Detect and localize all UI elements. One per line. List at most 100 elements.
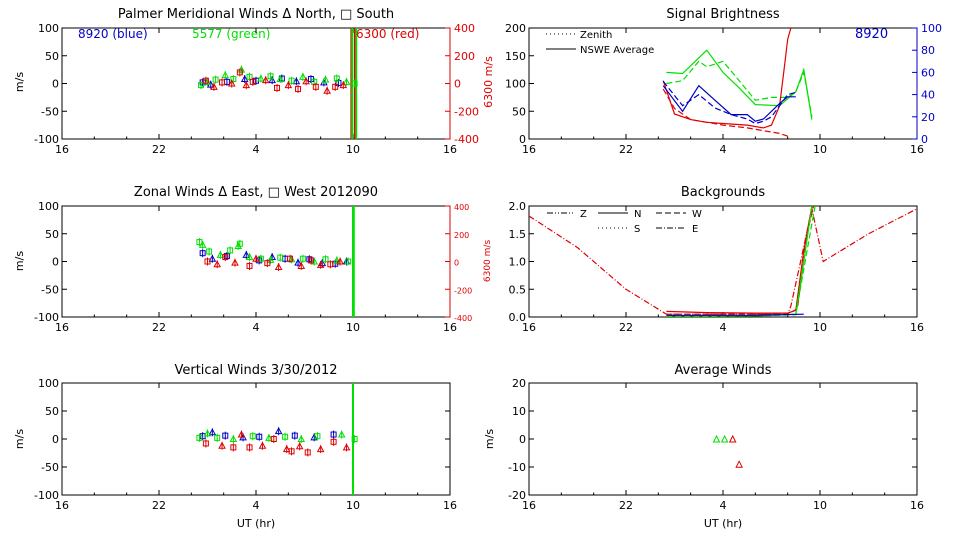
avg-marker-green <box>720 434 729 443</box>
zonal-y2tick-label: -200 <box>454 286 472 295</box>
meridional-ytick-label: 50 <box>45 50 59 63</box>
vertical-point-8920 <box>291 432 298 439</box>
meridional-xtick-label: 16 <box>443 143 457 156</box>
zonal-point-6300 <box>264 260 271 267</box>
legend-8920-blue: 8920 (blue) <box>78 27 148 41</box>
legend-w-label: W <box>692 209 702 220</box>
meridional-ytick-label: 0 <box>52 78 59 91</box>
signal-ytick-label: 150 <box>505 50 526 63</box>
zonal-point-8920 <box>294 258 302 266</box>
backgrounds-plot-area <box>529 206 917 317</box>
average-xtick-label: 10 <box>813 499 827 512</box>
zonal-xtick-label: 4 <box>253 321 260 334</box>
meridional-point-6300 <box>302 77 310 85</box>
zonal-ytick-label: 50 <box>45 228 59 241</box>
vertical-winds-panel: Vertical Winds 3/30/2012 m/s UT (hr) 16 2… <box>13 363 457 530</box>
zonal-point-6300 <box>246 262 253 269</box>
vertical-point-8920 <box>274 427 283 435</box>
zonal-xtick-label: 10 <box>346 321 360 334</box>
vertical-ytick-label: 50 <box>45 405 59 418</box>
vertical-xlabel: UT (hr) <box>237 517 275 530</box>
zonal-y2tick-label: 0 <box>454 259 459 268</box>
average-ylabel: m/s <box>483 429 496 449</box>
zonal-ytick-label: -50 <box>41 283 59 296</box>
zonal-point-8920 <box>208 254 217 262</box>
meridional-y2tick-label: -400 <box>454 133 479 146</box>
vertical-xtick-label: 22 <box>152 499 166 512</box>
zonal-point-6300 <box>222 254 229 261</box>
average-ytick-label: 0 <box>519 433 526 446</box>
backgrounds-panel: Backgrounds Z N W S E 16 22 4 10 16 2.0 1.5 1.0… <box>509 185 925 334</box>
meridional-point-5577 <box>299 72 307 80</box>
zonal-point-5577 <box>236 240 243 247</box>
meridional-point-5577 <box>212 76 219 83</box>
backgrounds-frame <box>528 205 918 318</box>
meridional-ytick-label: -50 <box>41 105 59 118</box>
backgrounds-xtick-label: 4 <box>720 321 727 334</box>
signal-series-red-solid <box>662 28 792 129</box>
vertical-point-6300 <box>270 436 277 442</box>
average-xtick-label: 4 <box>720 499 727 512</box>
avg-marker-red <box>728 434 737 443</box>
meridional-y2tick-label: 400 <box>454 22 475 35</box>
zonal-ytick-label: 0 <box>52 256 59 269</box>
signal-ytick-label: 0 <box>519 133 526 146</box>
meridional-point-5577 <box>321 75 330 83</box>
signal-ytick-label: 50 <box>512 105 526 118</box>
vertical-point-5577 <box>214 434 221 441</box>
meridional-y2tick-label: 200 <box>454 50 475 63</box>
zonal-point-5577 <box>216 250 225 258</box>
meridional-point-6300 <box>210 82 218 90</box>
zonal-point-6300 <box>213 260 222 268</box>
zonal-point-6300 <box>286 255 293 262</box>
signal-y2tick-label: 60 <box>921 66 935 79</box>
vertical-point-6300 <box>304 449 311 456</box>
vertical-xtick-label: 16 <box>443 499 457 512</box>
vertical-point-6300 <box>342 443 351 451</box>
average-ytick-label: 20 <box>512 377 526 390</box>
vertical-point-6300 <box>237 430 246 438</box>
vertical-ytick-label: 100 <box>38 377 59 390</box>
zonal-point-5577 <box>322 256 329 263</box>
backgrounds-ytick-label: 2.0 <box>509 200 527 213</box>
zonal-ylabel: m/s <box>13 251 26 271</box>
signal-y2tick-label: 100 <box>921 22 942 35</box>
meridional-point-6300 <box>295 86 302 93</box>
zonal-point-8920 <box>199 250 206 257</box>
vertical-ytick-label: -100 <box>34 489 59 502</box>
zonal-title: Zonal Winds Δ East, □ West 2012090 <box>134 185 378 200</box>
average-winds-panel: Average Winds m/s UT (hr) 16 22 4 10 16 20 10 0… <box>483 363 924 530</box>
average-plot-area <box>712 434 743 468</box>
signal-xtick-label: 10 <box>813 143 827 156</box>
meridional-point-5577 <box>267 73 274 80</box>
signal-brightness-panel: Signal Brightness 8920 Zenith NSWE Avera… <box>505 7 942 156</box>
zonal-point-6300 <box>252 254 260 262</box>
vertical-point-5577 <box>229 434 238 442</box>
vertical-title: Vertical Winds 3/30/2012 <box>174 363 337 378</box>
vertical-point-5577 <box>282 433 289 440</box>
vertical-point-6300 <box>258 441 267 449</box>
zonal-point-8920 <box>242 250 251 258</box>
vertical-xtick-label: 16 <box>55 499 69 512</box>
vertical-xtick-label: 10 <box>346 499 360 512</box>
meridional-point-5577 <box>257 74 265 82</box>
zonal-point-5577 <box>257 255 264 262</box>
meridional-point-6300 <box>227 79 236 87</box>
meridional-point-6300 <box>236 69 243 76</box>
zonal-y2tick-label: -400 <box>454 314 472 323</box>
meridional-y2tick-label: -200 <box>454 105 479 118</box>
zonal-y2tick-label: 200 <box>454 231 469 240</box>
meridional-point-5577 <box>246 73 253 80</box>
meridional-point-5577 <box>230 76 237 83</box>
meridional-point-6300 <box>332 83 339 90</box>
backgrounds-ytick-label: 0.5 <box>509 283 527 296</box>
vertical-point-6300 <box>330 438 337 445</box>
backgrounds-ytick-label: 1.5 <box>509 228 527 241</box>
signal-legend: Zenith NSWE Average <box>546 30 654 56</box>
signal-y2tick-label: 20 <box>921 111 935 124</box>
signal-series-red-dashed <box>662 88 788 137</box>
vertical-point-5577 <box>249 433 256 440</box>
zonal-point-6300 <box>204 258 211 265</box>
vertical-point-5577 <box>337 430 346 438</box>
